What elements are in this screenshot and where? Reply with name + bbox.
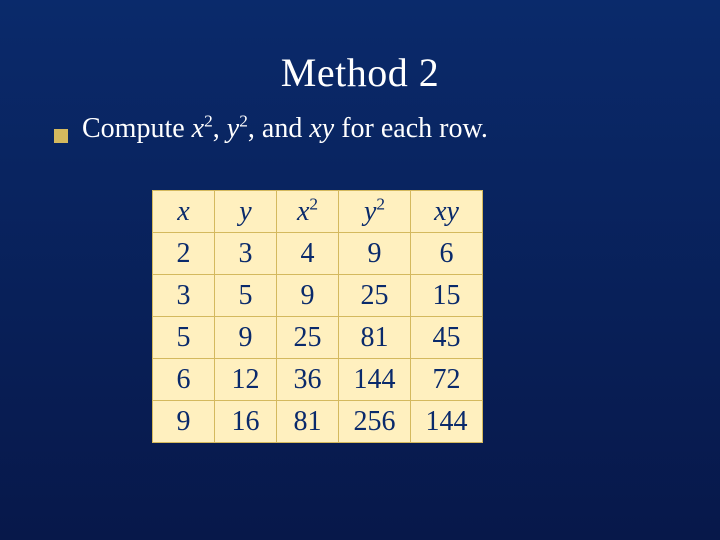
table-body: 2349635925155925814561236144729168125614… [153, 233, 483, 443]
table-cell: 16 [215, 401, 277, 443]
table-cell: 12 [215, 359, 277, 401]
column-header: x [153, 191, 215, 233]
var-xy: xy [309, 113, 334, 144]
text-segment: , and [248, 113, 309, 144]
body-line: Compute x2, y2, and xy for each row. [82, 112, 488, 146]
text-segment: Compute [82, 113, 192, 144]
text-segment: , [213, 113, 227, 144]
table-cell: 9 [277, 275, 339, 317]
slide-title: Method 2 [0, 49, 720, 96]
table-cell: 81 [339, 317, 411, 359]
table-cell: 144 [339, 359, 411, 401]
data-table: xyx2y2xy 2349635925155925814561236144729… [152, 190, 483, 443]
table-cell: 6 [153, 359, 215, 401]
table-header-row: xyx2y2xy [153, 191, 483, 233]
table-cell: 5 [153, 317, 215, 359]
column-header: xy [411, 191, 483, 233]
table-cell: 25 [339, 275, 411, 317]
body-text: Compute x2, y2, and xy for each row. [54, 112, 488, 146]
var-y: y [227, 113, 239, 144]
bullet-icon [54, 129, 68, 143]
table-cell: 9 [215, 317, 277, 359]
table-cell: 2 [153, 233, 215, 275]
table-cell: 9 [153, 401, 215, 443]
column-header: y2 [339, 191, 411, 233]
text-segment: for each row. [334, 113, 488, 144]
table-cell: 3 [215, 233, 277, 275]
table-cell: 144 [411, 401, 483, 443]
table-cell: 36 [277, 359, 339, 401]
table-cell: 256 [339, 401, 411, 443]
column-header: x2 [277, 191, 339, 233]
table-cell: 25 [277, 317, 339, 359]
table-row: 23496 [153, 233, 483, 275]
table-cell: 5 [215, 275, 277, 317]
sup-2: 2 [204, 112, 213, 131]
table-cell: 9 [339, 233, 411, 275]
slide: Method 2 Compute x2, y2, and xy for each… [0, 0, 720, 540]
var-x: x [192, 113, 204, 144]
table-cell: 3 [153, 275, 215, 317]
column-header: y [215, 191, 277, 233]
table-cell: 4 [277, 233, 339, 275]
table-cell: 72 [411, 359, 483, 401]
table-cell: 15 [411, 275, 483, 317]
table-row: 59258145 [153, 317, 483, 359]
table-cell: 81 [277, 401, 339, 443]
table-cell: 45 [411, 317, 483, 359]
table-row: 6123614472 [153, 359, 483, 401]
table-row: 3592515 [153, 275, 483, 317]
table-cell: 6 [411, 233, 483, 275]
sup-2: 2 [239, 112, 248, 131]
data-table-container: xyx2y2xy 2349635925155925814561236144729… [152, 190, 483, 443]
table-row: 91681256144 [153, 401, 483, 443]
